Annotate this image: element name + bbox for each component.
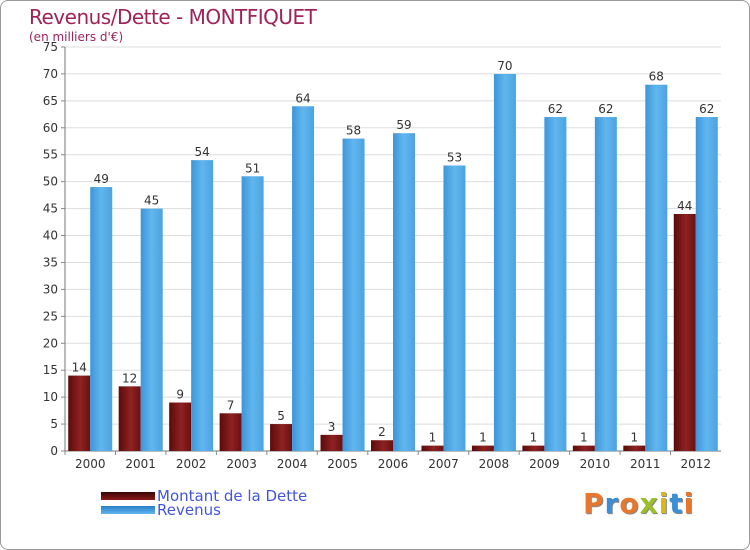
x-tick-label: 2007 [428, 457, 459, 471]
debt-bar [522, 445, 545, 451]
revenue-data-label: 51 [245, 161, 260, 175]
y-tick-label: 20 [43, 336, 58, 350]
revenue-data-label: 70 [497, 59, 512, 73]
logo-letter: x [639, 487, 659, 520]
debt-data-label: 3 [328, 420, 336, 434]
y-tick-label: 5 [50, 417, 58, 431]
debt-bar [169, 402, 192, 451]
y-tick-label: 10 [43, 390, 58, 404]
debt-data-label: 9 [176, 388, 184, 402]
logo-letter: P [583, 487, 605, 520]
debt-bar [371, 440, 393, 451]
revenue-data-label: 64 [295, 91, 310, 105]
y-tick-label: 65 [43, 94, 58, 108]
y-tick-label: 75 [43, 40, 58, 54]
debt-data-label: 1 [530, 431, 538, 445]
debt-bar [270, 424, 293, 451]
chart-title: Revenus/Dette - MONTFIQUET [29, 5, 317, 29]
debt-bar [421, 445, 444, 451]
revenue-bar [90, 187, 113, 451]
debt-data-label: 1 [630, 431, 638, 445]
x-tick-label: 2008 [479, 457, 510, 471]
debt-data-label: 7 [227, 398, 235, 412]
debt-bar [673, 213, 696, 451]
legend-swatch-debt [101, 492, 155, 500]
debt-bar [572, 445, 595, 451]
debt-data-label: 1 [479, 431, 487, 445]
debt-bar [219, 413, 242, 451]
proxiti-logo: Proxiti [583, 487, 694, 520]
revenue-data-label: 62 [699, 102, 714, 116]
revenue-data-label: 62 [548, 102, 563, 116]
debt-bar [623, 445, 646, 451]
x-tick-label: 2003 [226, 457, 257, 471]
debt-data-label: 2 [378, 425, 386, 439]
y-tick-label: 35 [43, 255, 58, 269]
revenue-data-label: 62 [598, 102, 613, 116]
x-tick-label: 2012 [680, 457, 711, 471]
logo-letter: o [619, 487, 640, 520]
legend-label-revenue: Revenus [157, 501, 221, 519]
debt-bar [320, 434, 343, 451]
revenue-bar [493, 73, 516, 451]
revenue-bar [645, 84, 668, 451]
legend-label-debt: Montant de la Dette [157, 487, 308, 505]
y-tick-label: 25 [43, 309, 58, 323]
revenue-data-label: 54 [195, 145, 210, 159]
y-tick-label: 30 [43, 282, 58, 296]
revenue-bar [191, 160, 214, 451]
logo-letter: r [604, 487, 620, 520]
x-tick-label: 2011 [630, 457, 661, 471]
x-tick-label: 2001 [125, 457, 156, 471]
logo-letter: t [669, 487, 684, 520]
revenue-bar [544, 117, 567, 451]
revenue-bar [594, 117, 617, 451]
x-tick-label: 2004 [277, 457, 308, 471]
y-tick-label: 45 [43, 202, 58, 216]
revenue-bar [140, 208, 163, 451]
revenue-data-label: 68 [649, 70, 664, 84]
debt-data-label: 1 [429, 431, 437, 445]
revenue-data-label: 45 [144, 194, 159, 208]
y-tick-label: 15 [43, 363, 58, 377]
revenue-bar [292, 106, 315, 452]
debt-bar [471, 445, 494, 451]
chart-subtitle: (en milliers d'€) [29, 30, 124, 44]
revenue-bar [393, 133, 415, 452]
revenue-bar [695, 117, 718, 451]
debt-data-label: 14 [72, 361, 87, 375]
debt-data-label: 5 [277, 409, 285, 423]
revenue-bar [342, 138, 365, 451]
debt-data-label: 1 [580, 431, 588, 445]
y-tick-label: 0 [50, 444, 58, 458]
revenue-bar [241, 176, 264, 451]
y-tick-label: 50 [43, 175, 58, 189]
x-tick-label: 2002 [176, 457, 207, 471]
y-tick-label: 60 [43, 121, 58, 135]
x-tick-label: 2006 [378, 457, 409, 471]
logo-letter: i [683, 487, 695, 520]
x-tick-label: 2009 [529, 457, 560, 471]
logo-letter: i [658, 487, 670, 520]
y-tick-label: 70 [43, 67, 58, 81]
revenue-data-label: 49 [94, 172, 109, 186]
y-tick-label: 40 [43, 229, 58, 243]
legend-swatch-revenue [101, 506, 155, 514]
y-tick-label: 55 [43, 148, 58, 162]
revenue-data-label: 53 [447, 151, 462, 165]
revenue-data-label: 58 [346, 124, 361, 138]
x-tick-label: 2005 [327, 457, 358, 471]
x-tick-label: 2000 [75, 457, 106, 471]
debt-bar [118, 386, 141, 451]
debt-data-label: 12 [122, 371, 137, 385]
x-tick-label: 2010 [580, 457, 611, 471]
debt-bar [68, 375, 91, 451]
revenue-data-label: 59 [396, 118, 411, 132]
revenue-bar [443, 165, 466, 452]
debt-data-label: 44 [677, 199, 692, 213]
